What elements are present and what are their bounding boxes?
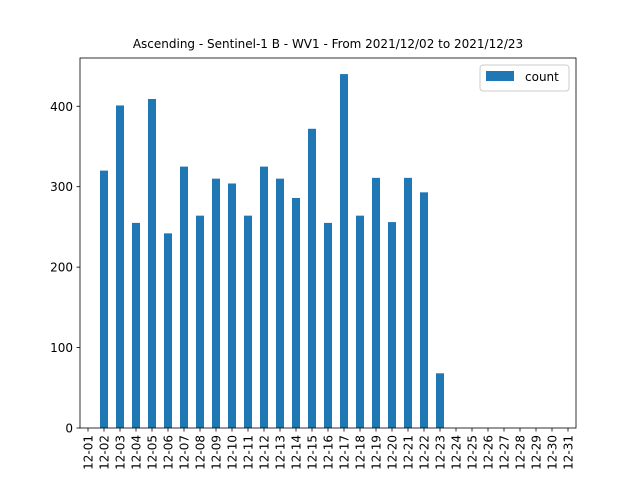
x-tick-label: 12-15 [306, 435, 320, 470]
x-tick-label: 12-18 [354, 435, 368, 470]
x-axis: 12-01 12-02 12-03 12-04 12-05 12-06 12-07 12-08… [82, 428, 576, 470]
x-tick-label: 12-28 [514, 435, 528, 470]
legend-swatch [486, 71, 514, 81]
bar-12-17 [340, 74, 348, 428]
x-tick-label: 12-05 [146, 435, 160, 470]
x-tick-label: 12-03 [114, 435, 128, 470]
y-tick-label: 300 [50, 180, 73, 194]
bar-12-13 [276, 178, 284, 428]
bar-12-22 [420, 192, 428, 428]
bar-12-16 [324, 222, 332, 428]
bar-12-09 [212, 178, 220, 428]
bar-12-14 [292, 197, 300, 428]
x-tick-label: 12-17 [338, 435, 352, 470]
y-tick-label: 400 [50, 100, 73, 114]
x-tick-label: 12-14 [290, 435, 304, 470]
x-tick-label: 12-07 [178, 435, 192, 470]
x-tick-label: 12-20 [386, 435, 400, 470]
x-tick-label: 12-13 [274, 435, 288, 470]
x-tick-label: 12-21 [402, 435, 416, 470]
chart-title: Ascending - Sentinel-1 B - WV1 - From 20… [133, 37, 523, 51]
y-axis: 0 100 200 300 400 [50, 100, 80, 436]
x-tick-label: 12-04 [130, 435, 144, 470]
x-tick-label: 12-23 [434, 435, 448, 470]
x-tick-label: 12-10 [226, 435, 240, 470]
x-tick-label: 12-16 [322, 435, 336, 470]
x-tick-label: 12-31 [562, 435, 576, 470]
x-tick-label: 12-02 [98, 435, 112, 470]
x-tick-label: 12-29 [530, 435, 544, 470]
bar-12-23 [436, 373, 444, 428]
bar-12-03 [116, 105, 124, 429]
legend-label: count [525, 70, 559, 84]
x-tick-label: 12-26 [482, 435, 496, 470]
x-tick-label: 12-08 [194, 435, 208, 470]
plot-frame [79, 57, 577, 429]
x-tick-label: 12-27 [498, 435, 512, 470]
bar-12-11 [244, 215, 252, 428]
x-tick-label: 12-06 [162, 435, 176, 470]
x-tick-label: 12-09 [210, 435, 224, 470]
bars-group [100, 74, 444, 429]
bar-12-05 [148, 99, 156, 429]
x-tick-label: 12-24 [450, 435, 464, 470]
x-tick-label: 12-01 [82, 435, 96, 470]
x-tick-label: 12-19 [370, 435, 384, 470]
bar-12-18 [356, 215, 364, 428]
y-tick-label: 0 [65, 422, 73, 436]
x-tick-label: 12-22 [418, 435, 432, 470]
bar-12-04 [132, 222, 140, 428]
x-tick-label: 12-30 [546, 435, 560, 470]
legend: count [479, 64, 570, 92]
bar-12-06 [164, 233, 172, 428]
x-tick-label: 12-11 [242, 435, 256, 470]
bar-12-08 [196, 215, 204, 428]
x-tick-label: 12-12 [258, 435, 272, 470]
bar-12-10 [228, 183, 236, 428]
y-tick-label: 200 [50, 261, 73, 275]
bar-12-02 [100, 170, 108, 429]
x-tick-label: 12-25 [466, 435, 480, 470]
bar-12-19 [372, 177, 380, 428]
bar-12-15 [308, 128, 316, 428]
y-tick-label: 100 [50, 341, 73, 355]
bar-12-07 [180, 166, 188, 428]
bar-12-20 [388, 222, 396, 428]
bar-12-12 [260, 166, 268, 428]
bar-12-21 [404, 177, 412, 428]
